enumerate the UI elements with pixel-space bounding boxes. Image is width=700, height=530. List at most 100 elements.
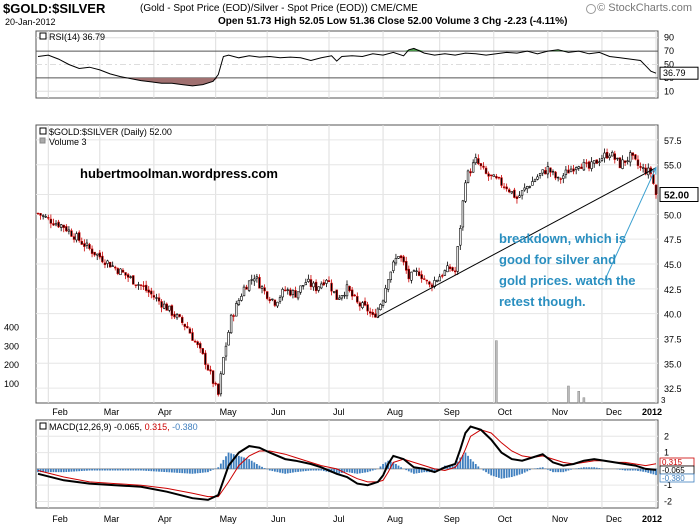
- macd-histogram-bar: [70, 468, 73, 472]
- macd-histogram-bar: [644, 468, 647, 473]
- macd-histogram-bar: [222, 459, 225, 469]
- candle-body: [160, 301, 163, 308]
- candle-body: [155, 297, 158, 299]
- price-tick-label: 35.0: [664, 359, 682, 369]
- macd-histogram-bar: [145, 468, 148, 471]
- candle-body: [528, 186, 532, 188]
- macd-histogram-bar: [395, 464, 397, 469]
- candle-body: [168, 305, 171, 311]
- candle-body: [59, 224, 63, 228]
- candle-body: [348, 285, 351, 292]
- macd-histogram-bar: [93, 468, 96, 471]
- macd-histogram-bar: [255, 464, 258, 469]
- candle-body: [441, 275, 444, 277]
- rsi-legend-swatch: [39, 32, 47, 40]
- candle-body: [93, 251, 96, 256]
- macd-histogram-bar: [96, 468, 99, 471]
- candle-body: [106, 260, 109, 264]
- macd-histogram-bar: [250, 460, 253, 469]
- candle-body: [240, 295, 243, 301]
- macd-histogram-bar: [598, 468, 601, 469]
- macd-histogram-bar: [361, 468, 364, 473]
- candle-body: [327, 280, 331, 282]
- candle-body: [283, 289, 287, 292]
- macd-histogram-bar: [482, 468, 485, 471]
- macd-histogram-bar: [629, 468, 632, 471]
- macd-histogram-bar: [122, 468, 124, 471]
- candle-body: [435, 279, 439, 282]
- macd-histogram-bar: [101, 468, 104, 471]
- candle-body: [245, 286, 248, 290]
- macd-histogram-bar: [557, 468, 560, 473]
- macd-histogram-bar: [585, 467, 588, 469]
- macd-title: MACD(12,26,9) -0.065, 0.315, -0.380: [49, 422, 198, 432]
- macd-histogram-bar: [165, 468, 168, 473]
- candle-body: [173, 313, 176, 318]
- candle-body: [142, 285, 145, 287]
- candle-body: [510, 191, 513, 194]
- macd-histogram-bar: [212, 468, 214, 470]
- macd-histogram-bar: [142, 468, 145, 471]
- macd-histogram-bar: [407, 468, 410, 472]
- macd-histogram-bar: [209, 468, 212, 471]
- macd-histogram-bar: [647, 468, 650, 473]
- macd-histogram-bar: [124, 468, 127, 471]
- candle-body: [157, 297, 161, 302]
- candle-body: [397, 256, 400, 259]
- candle-body: [103, 262, 107, 265]
- breakdown-annotation-line: breakdown, which is: [499, 231, 626, 246]
- macd-histogram-bar: [418, 468, 420, 473]
- candle-body: [54, 223, 58, 226]
- macd-tick-label: 1: [664, 448, 669, 458]
- candle-body: [299, 285, 302, 293]
- candle-body: [147, 289, 150, 293]
- rsi-title: RSI(14) 36.79: [49, 32, 105, 42]
- candle-body: [366, 304, 369, 312]
- macd-histogram-bar: [503, 468, 505, 479]
- candle-body: [482, 165, 485, 168]
- macd-histogram-bar: [268, 468, 271, 471]
- macd-histogram-bar: [289, 468, 292, 473]
- candle-body: [96, 253, 99, 256]
- candle-body: [551, 171, 555, 173]
- candle-body: [204, 352, 207, 365]
- macd-histogram-bar: [405, 468, 408, 471]
- brand-logo[interactable]: © StockCharts.com: [586, 2, 692, 14]
- macd-histogram-bar: [461, 455, 464, 469]
- candle-body: [379, 304, 382, 310]
- candle-body: [423, 278, 426, 280]
- macd-histogram-bar: [518, 468, 521, 475]
- macd-histogram-bar: [237, 455, 240, 469]
- candle-body: [90, 248, 94, 254]
- candle-body: [253, 278, 256, 282]
- x-axis-label: May: [220, 514, 238, 524]
- macd-histogram-bar: [235, 455, 238, 469]
- candle-body: [214, 382, 217, 385]
- candle-body: [605, 151, 609, 159]
- macd-histogram-bar: [371, 468, 374, 471]
- candle-body: [384, 287, 387, 303]
- macd-histogram-bar: [322, 468, 325, 472]
- candle-body: [139, 284, 143, 286]
- x-axis-label: Nov: [552, 407, 569, 417]
- x-axis-label: Sep: [444, 514, 460, 524]
- candle-body: [574, 167, 578, 171]
- macd-histogram-bar: [299, 468, 302, 472]
- candle-body: [652, 174, 655, 184]
- candle-body: [492, 174, 495, 177]
- candle-body: [392, 261, 395, 271]
- macd-histogram-bar: [546, 468, 549, 470]
- x-axis-label: Jun: [271, 407, 286, 417]
- candle-body: [495, 175, 498, 179]
- candle-body: [330, 282, 333, 292]
- macd-tick-label: -1: [664, 480, 672, 490]
- macd-histogram-bar: [104, 468, 106, 471]
- candle-body: [518, 195, 521, 198]
- macd-histogram-bar: [91, 468, 93, 471]
- candle-body: [443, 270, 447, 276]
- macd-histogram-bar: [335, 468, 338, 474]
- macd-legend-swatch: [39, 422, 47, 430]
- macd-histogram-bar: [343, 468, 346, 473]
- candle-body: [178, 314, 181, 317]
- macd-tick-label: 2: [664, 431, 669, 441]
